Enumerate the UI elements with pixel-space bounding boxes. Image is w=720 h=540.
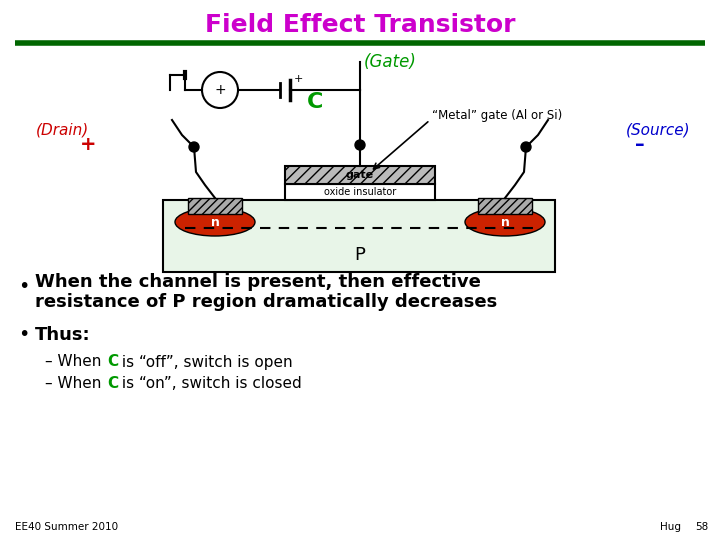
Text: resistance of P region dramatically decreases: resistance of P region dramatically decr… bbox=[35, 293, 498, 311]
Text: (Gate): (Gate) bbox=[364, 53, 416, 71]
Ellipse shape bbox=[175, 208, 255, 236]
Text: +: + bbox=[80, 134, 96, 153]
Text: •: • bbox=[18, 276, 30, 295]
Text: +: + bbox=[214, 83, 226, 97]
Text: •: • bbox=[18, 326, 30, 345]
Text: Thus:: Thus: bbox=[35, 326, 91, 344]
Text: (Source): (Source) bbox=[626, 123, 690, 138]
Text: P: P bbox=[354, 246, 366, 264]
FancyBboxPatch shape bbox=[285, 166, 435, 184]
Text: – When: – When bbox=[45, 354, 107, 369]
Text: Field Effect Transistor: Field Effect Transistor bbox=[204, 13, 516, 37]
Text: EE40 Summer 2010: EE40 Summer 2010 bbox=[15, 522, 118, 532]
Text: (Drain): (Drain) bbox=[35, 123, 89, 138]
Text: +: + bbox=[294, 74, 303, 84]
Circle shape bbox=[521, 142, 531, 152]
FancyBboxPatch shape bbox=[188, 198, 242, 214]
Circle shape bbox=[355, 140, 365, 150]
Circle shape bbox=[189, 142, 199, 152]
FancyBboxPatch shape bbox=[163, 200, 555, 272]
Text: – When: – When bbox=[45, 376, 107, 392]
Text: When the channel is present, then effective: When the channel is present, then effect… bbox=[35, 273, 481, 291]
Text: gate: gate bbox=[346, 170, 374, 180]
Text: C: C bbox=[107, 376, 118, 392]
Ellipse shape bbox=[465, 208, 545, 236]
Text: is “on”, switch is closed: is “on”, switch is closed bbox=[117, 376, 302, 392]
Text: Hug: Hug bbox=[660, 522, 681, 532]
FancyBboxPatch shape bbox=[285, 184, 435, 200]
Text: C: C bbox=[107, 354, 118, 369]
FancyBboxPatch shape bbox=[478, 198, 532, 214]
Text: 58: 58 bbox=[695, 522, 708, 532]
Text: oxide insulator: oxide insulator bbox=[324, 187, 396, 197]
Text: n: n bbox=[500, 215, 510, 228]
Text: is “off”, switch is open: is “off”, switch is open bbox=[117, 354, 292, 369]
Text: “Metal” gate (Al or Si): “Metal” gate (Al or Si) bbox=[432, 110, 562, 123]
Text: C: C bbox=[307, 92, 323, 112]
Text: –: – bbox=[635, 134, 645, 153]
Text: n: n bbox=[210, 215, 220, 228]
